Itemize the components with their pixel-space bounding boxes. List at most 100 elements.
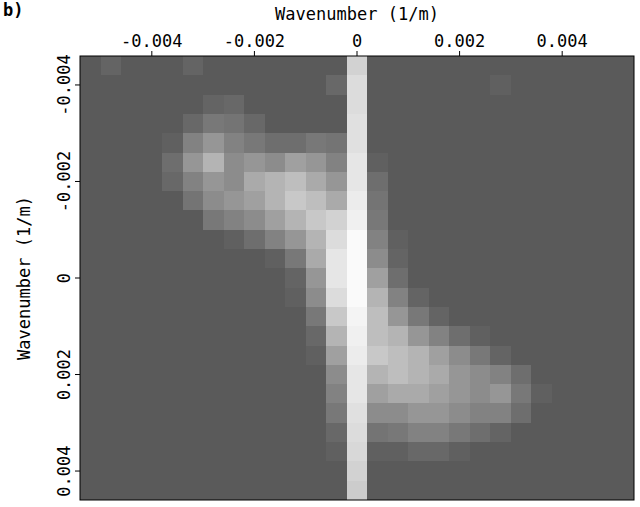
cell	[203, 326, 224, 346]
cell	[429, 268, 450, 288]
cell	[593, 365, 614, 385]
cell	[347, 365, 368, 385]
cell	[121, 268, 142, 288]
cell	[531, 172, 552, 192]
cell	[203, 461, 224, 481]
cell	[306, 442, 327, 462]
cell	[183, 172, 204, 192]
cell	[285, 442, 306, 462]
cell	[285, 210, 306, 230]
cell	[326, 268, 347, 288]
cell	[593, 56, 614, 76]
cell	[531, 442, 552, 462]
cell	[531, 365, 552, 385]
cell	[80, 346, 101, 366]
cell	[429, 307, 450, 327]
cell	[265, 114, 286, 134]
cell	[531, 288, 552, 308]
cell	[306, 346, 327, 366]
cell	[408, 365, 429, 385]
cell	[572, 172, 593, 192]
cell	[572, 75, 593, 95]
cell	[552, 326, 573, 346]
cell	[224, 230, 245, 250]
cell	[265, 365, 286, 385]
cell	[511, 307, 532, 327]
cell	[306, 423, 327, 443]
cell	[552, 210, 573, 230]
cell	[142, 172, 163, 192]
cell	[265, 210, 286, 230]
cell	[80, 114, 101, 134]
cell	[572, 133, 593, 153]
cell	[531, 249, 552, 269]
x-axis-title: Wavenumber (1/m)	[275, 4, 439, 24]
y-tick-label: -0.002	[54, 151, 74, 212]
cell	[490, 210, 511, 230]
cell	[613, 384, 634, 404]
cell	[244, 288, 265, 308]
cell	[183, 481, 204, 500]
cell	[593, 481, 614, 500]
cell	[142, 114, 163, 134]
cell	[429, 365, 450, 385]
cell	[613, 461, 634, 481]
cell	[265, 230, 286, 250]
cell	[142, 75, 163, 95]
cell	[593, 442, 614, 462]
y-tick	[75, 374, 80, 375]
cell	[224, 403, 245, 423]
cell	[408, 481, 429, 500]
cell	[552, 268, 573, 288]
cell	[552, 365, 573, 385]
cell	[552, 249, 573, 269]
cell	[203, 95, 224, 115]
cell	[490, 249, 511, 269]
cell	[408, 442, 429, 462]
cell	[224, 268, 245, 288]
cell	[572, 346, 593, 366]
cell	[470, 288, 491, 308]
panel-label: b)	[3, 0, 23, 20]
cell	[429, 403, 450, 423]
cell	[183, 307, 204, 327]
cell	[183, 95, 204, 115]
cell	[613, 288, 634, 308]
cell	[142, 268, 163, 288]
cell	[101, 210, 122, 230]
cell	[367, 75, 388, 95]
cell	[552, 461, 573, 481]
cell	[511, 210, 532, 230]
cell	[224, 95, 245, 115]
cell	[224, 210, 245, 230]
cell	[449, 403, 470, 423]
cell	[203, 249, 224, 269]
cell	[470, 384, 491, 404]
cell	[429, 75, 450, 95]
cell	[101, 403, 122, 423]
cell	[265, 172, 286, 192]
plot-frame	[80, 56, 634, 500]
cell	[531, 268, 552, 288]
cell	[593, 153, 614, 173]
cell	[101, 268, 122, 288]
cell	[183, 210, 204, 230]
cell	[572, 481, 593, 500]
cell	[162, 461, 183, 481]
cell	[511, 153, 532, 173]
cell	[593, 384, 614, 404]
cell	[593, 133, 614, 153]
cell	[101, 114, 122, 134]
cell	[388, 210, 409, 230]
cell	[572, 461, 593, 481]
cell	[347, 95, 368, 115]
cell	[552, 307, 573, 327]
cell	[490, 365, 511, 385]
cell	[388, 326, 409, 346]
cell	[142, 346, 163, 366]
cell	[613, 95, 634, 115]
cell	[408, 191, 429, 211]
cell	[429, 172, 450, 192]
y-tick	[75, 181, 80, 182]
y-tick-label: 0.002	[54, 349, 74, 400]
